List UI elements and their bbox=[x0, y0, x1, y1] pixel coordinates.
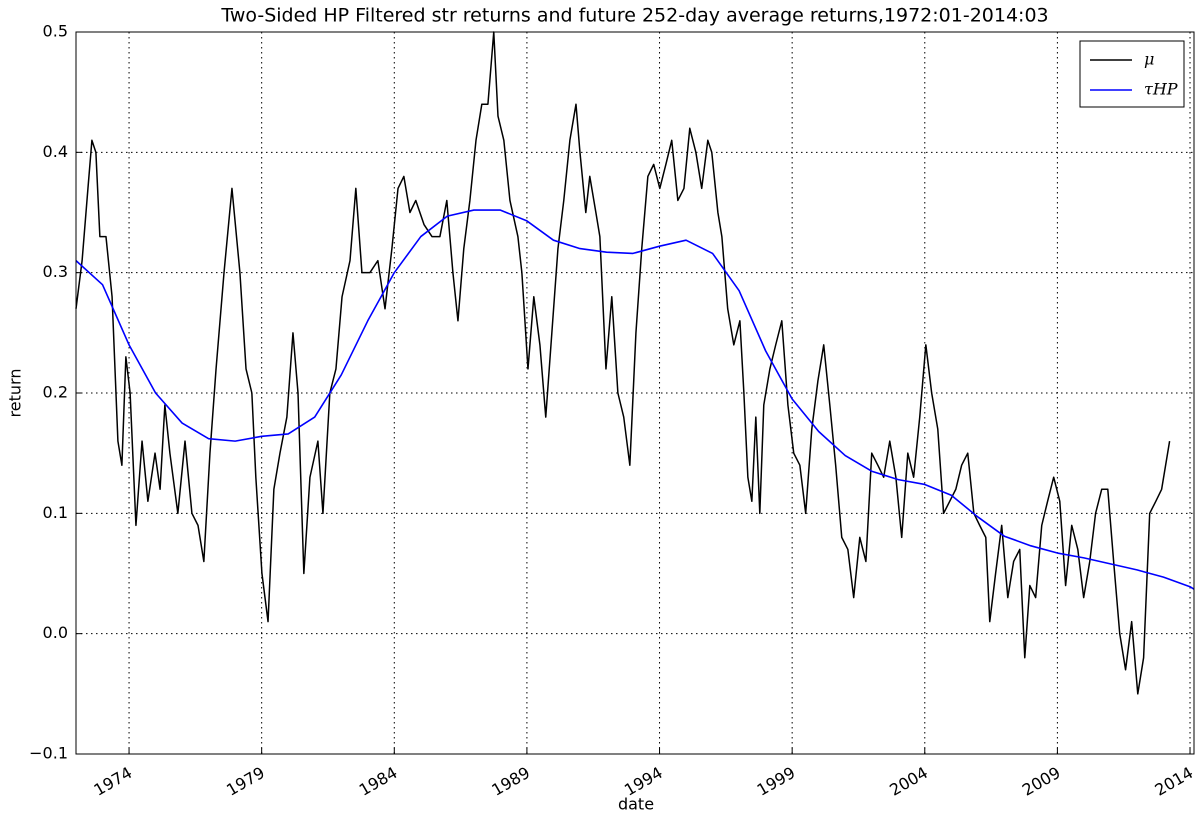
legend-label: μ bbox=[1144, 50, 1154, 69]
x-tick-label: 1999 bbox=[754, 763, 799, 800]
x-tick-label: 2004 bbox=[886, 763, 931, 800]
legend-label: τHP bbox=[1144, 80, 1178, 99]
y-tick-label: 0.0 bbox=[43, 623, 68, 642]
y-tick-label: 0.5 bbox=[43, 22, 68, 41]
x-tick-label: 1974 bbox=[91, 763, 136, 800]
y-tick-label: 0.3 bbox=[43, 262, 68, 281]
x-tick-label: 1989 bbox=[488, 763, 533, 800]
legend-box bbox=[1079, 40, 1185, 108]
x-tick-label: 1979 bbox=[223, 763, 268, 800]
y-tick-label: 0.1 bbox=[43, 503, 68, 522]
x-tick-label: 1984 bbox=[356, 763, 401, 800]
x-tick-label: 2014 bbox=[1152, 763, 1195, 800]
y-tick-label: 0.4 bbox=[43, 142, 68, 161]
plot-frame bbox=[75, 31, 1195, 755]
series-line bbox=[75, 209, 1195, 590]
chart-title: Two-Sided HP Filtered str returns and fu… bbox=[220, 5, 1048, 27]
y-tick-label: 0.2 bbox=[43, 383, 68, 402]
series-line bbox=[75, 31, 1171, 695]
y-axis-label: return bbox=[6, 369, 25, 418]
x-axis-label: date bbox=[618, 795, 654, 814]
x-tick-label: 2009 bbox=[1019, 763, 1064, 800]
y-tick-label: −0.1 bbox=[29, 744, 68, 763]
